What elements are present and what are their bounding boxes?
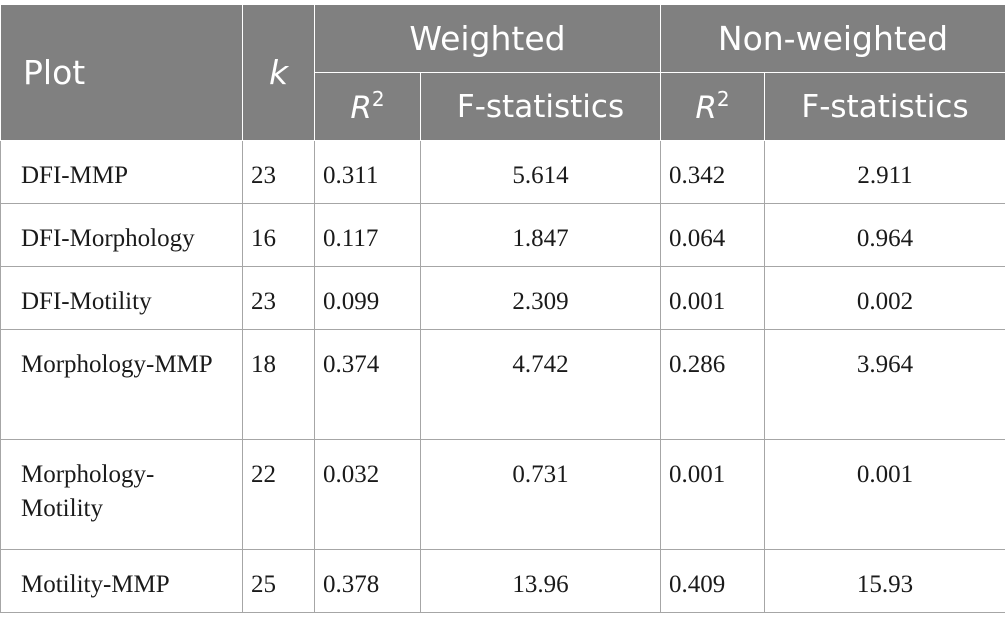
cell-weighted-r2: 0.311 xyxy=(314,140,421,204)
cell-non-weighted-fstat: 2.911 xyxy=(764,140,1005,204)
cell-weighted-fstat: 2.309 xyxy=(420,266,661,330)
header-plot: Plot xyxy=(0,4,243,141)
r2-superscript: 2 xyxy=(371,87,385,111)
cell-plot: DFI-MMP xyxy=(0,140,243,204)
cell-plot: Morphology-MMP xyxy=(0,329,243,440)
cell-non-weighted-r2: 0.001 xyxy=(660,266,765,330)
table-row: Morphology-MMP 18 0.374 4.742 0.286 3.96… xyxy=(0,329,1005,440)
header-weighted: Weighted xyxy=(314,4,661,73)
table-row: DFI-Morphology 16 0.117 1.847 0.064 0.96… xyxy=(0,203,1005,267)
r2-base: R xyxy=(350,90,372,126)
cell-non-weighted-r2: 0.409 xyxy=(660,549,765,613)
cell-non-weighted-fstat: 0.001 xyxy=(764,439,1005,550)
header-k: k xyxy=(242,4,315,141)
header-weighted-fstat: F-statistics xyxy=(420,72,661,141)
cell-non-weighted-fstat: 0.964 xyxy=(764,203,1005,267)
cell-plot: DFI-Motility xyxy=(0,266,243,330)
cell-plot: Morphology-Motility xyxy=(0,439,243,550)
cell-weighted-fstat: 13.96 xyxy=(420,549,661,613)
cell-non-weighted-r2: 0.342 xyxy=(660,140,765,204)
cell-weighted-fstat: 1.847 xyxy=(420,203,661,267)
table-header: Plot k Weighted Non-weighted R2 F-statis… xyxy=(0,4,1005,141)
header-weighted-r2: R2 xyxy=(314,72,421,141)
header-non-weighted-r2: R2 xyxy=(660,72,765,141)
cell-k: 23 xyxy=(242,266,315,330)
cell-k: 25 xyxy=(242,549,315,613)
table-body: DFI-MMP 23 0.311 5.614 0.342 2.911 DFI-M… xyxy=(0,140,1005,613)
cell-weighted-r2: 0.099 xyxy=(314,266,421,330)
cell-non-weighted-r2: 0.001 xyxy=(660,439,765,550)
cell-weighted-r2: 0.374 xyxy=(314,329,421,440)
data-table: Plot k Weighted Non-weighted R2 F-statis… xyxy=(0,4,1005,613)
cell-plot: Motility-MMP xyxy=(0,549,243,613)
table-row: Motility-MMP 25 0.378 13.96 0.409 15.93 xyxy=(0,549,1005,613)
cell-non-weighted-fstat: 3.964 xyxy=(764,329,1005,440)
table-row: DFI-Motility 23 0.099 2.309 0.001 0.002 xyxy=(0,266,1005,330)
table-row: DFI-MMP 23 0.311 5.614 0.342 2.911 xyxy=(0,140,1005,204)
cell-weighted-fstat: 5.614 xyxy=(420,140,661,204)
cell-weighted-r2: 0.117 xyxy=(314,203,421,267)
header-non-weighted: Non-weighted xyxy=(660,4,1005,73)
r2-base: R xyxy=(695,90,717,126)
r2-superscript: 2 xyxy=(716,87,730,111)
cell-k: 16 xyxy=(242,203,315,267)
cell-k: 18 xyxy=(242,329,315,440)
cell-weighted-fstat: 0.731 xyxy=(420,439,661,550)
cell-weighted-r2: 0.378 xyxy=(314,549,421,613)
header-non-weighted-fstat: F-statistics xyxy=(764,72,1005,141)
cell-weighted-r2: 0.032 xyxy=(314,439,421,550)
cell-plot: DFI-Morphology xyxy=(0,203,243,267)
cell-k: 22 xyxy=(242,439,315,550)
cell-non-weighted-r2: 0.286 xyxy=(660,329,765,440)
table-row: Morphology-Motility 22 0.032 0.731 0.001… xyxy=(0,439,1005,550)
cell-non-weighted-fstat: 0.002 xyxy=(764,266,1005,330)
cell-weighted-fstat: 4.742 xyxy=(420,329,661,440)
cell-non-weighted-fstat: 15.93 xyxy=(764,549,1005,613)
cell-k: 23 xyxy=(242,140,315,204)
cell-non-weighted-r2: 0.064 xyxy=(660,203,765,267)
